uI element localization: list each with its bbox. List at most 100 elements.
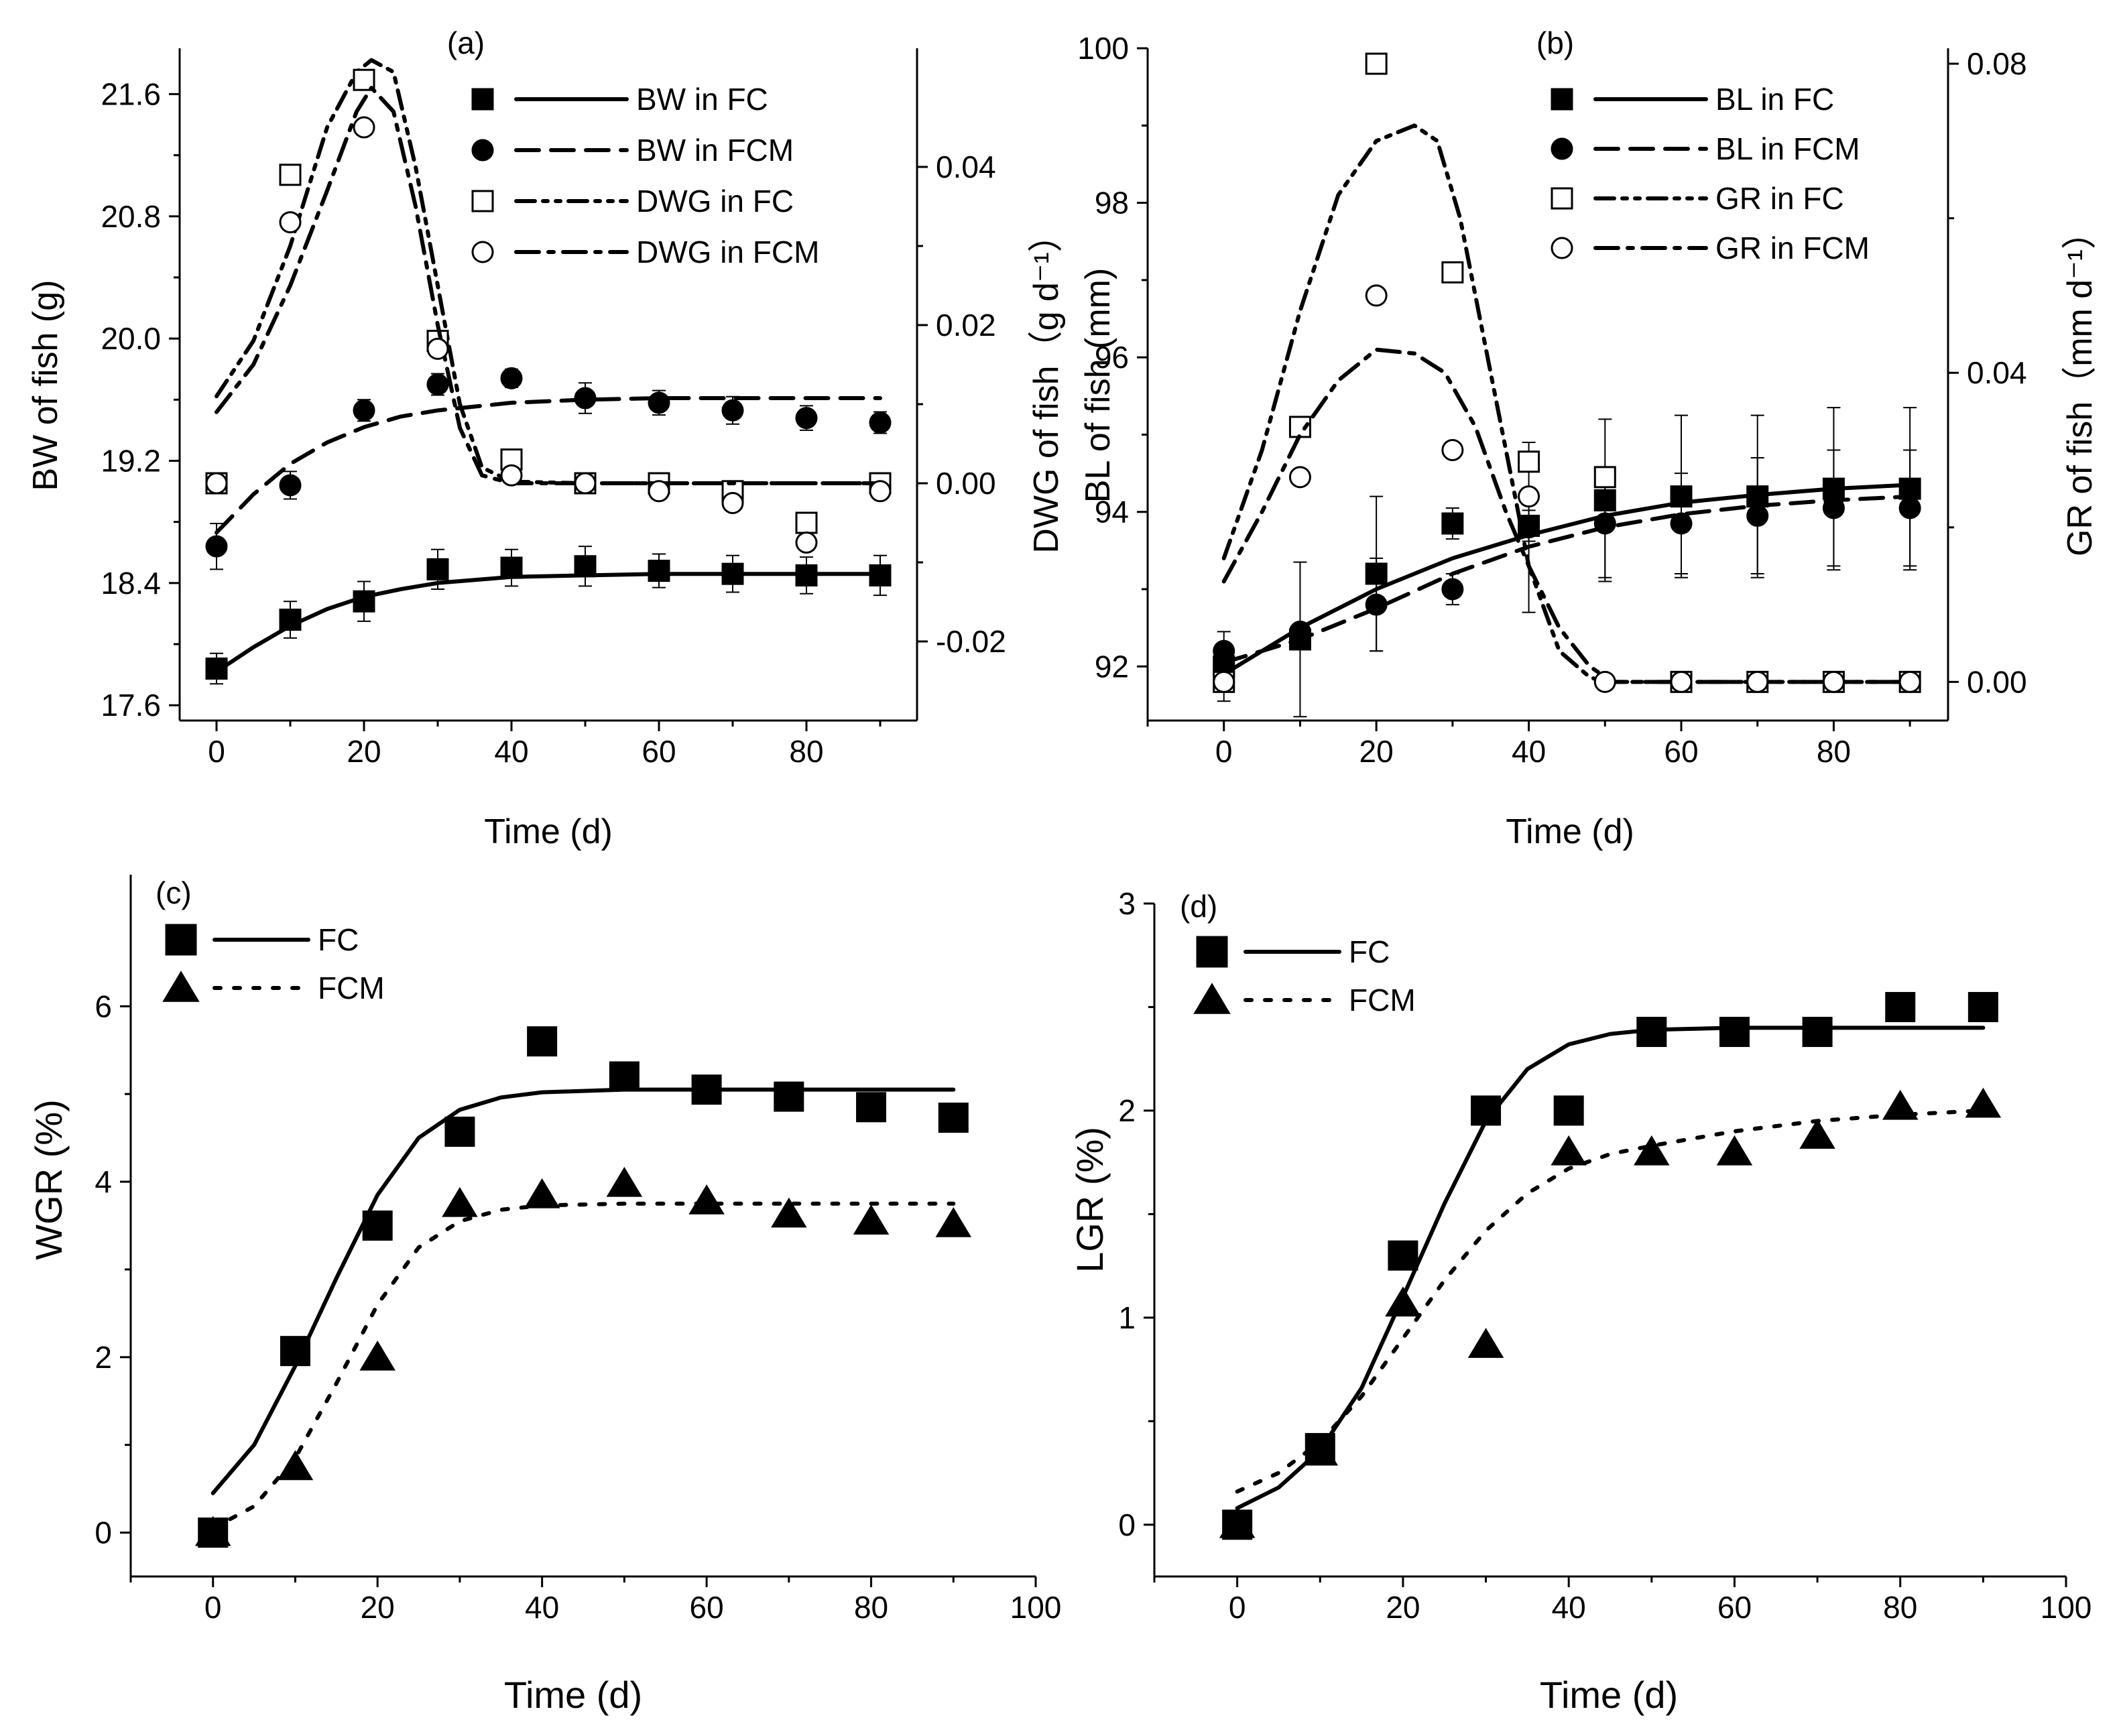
point-bl-in-fcm [1822,497,1845,519]
x-tick-label: 80 [789,734,823,769]
panel-b-ylabel2: GR of fish（mm d⁻¹） [2061,214,2100,556]
point-fc [609,1061,640,1092]
panel-a-ylabel: BW of fish (g) [26,280,65,491]
x-tick-label: 80 [1883,1590,1917,1625]
x-tick-label: 100 [1010,1590,1062,1625]
point-fc [774,1081,804,1112]
x-tick-label: 60 [1664,734,1698,769]
point-dwg-in-fc [279,164,302,186]
legend-label-fcm: FCM [1349,983,1416,1017]
fit-line-gr-in-fc [1221,123,1913,684]
panel-b-label: (b) [1536,25,1574,60]
y-tick-label: 20.8 [101,199,161,234]
point-bw-in-fc [795,564,818,586]
panel-c-label: (c) [156,875,192,910]
point-gr-in-fcm [1518,485,1540,508]
point-fcm [359,1340,396,1371]
y2-tick-label: 0.04 [1967,355,2027,390]
point-fc [1471,1095,1502,1126]
legend-label-bl-in-fcm: BL in FCM [1715,131,1860,166]
y-tick-label: 100 [1077,31,1129,66]
point-bw-in-fcm [721,399,744,422]
point-dwg-in-fcm [795,532,818,554]
panel-a: (a) Time (d) BW of fish (g) DWG of fish（… [26,25,1066,851]
panel-b-xlabel: Time (d) [1506,812,1634,851]
point-fcm [194,1515,231,1546]
y-tick-label: 2 [1118,1093,1136,1128]
x-tick-label: 60 [642,734,676,769]
x-tick-label: 20 [1359,734,1394,769]
legend-marker-fcm [162,971,200,1002]
x-tick-label: 0 [1215,734,1233,769]
y-tick-label: 94 [1095,495,1129,530]
y-tick-label: 4 [95,1164,112,1199]
point-bw-in-fcm [353,399,375,422]
legend-label-fc: FC [318,922,359,957]
y2-tick-label: 0.08 [1967,46,2027,81]
legend-marker-gr-in-fc [1551,187,1573,210]
x-tick-label: 40 [1512,734,1546,769]
y2-tick-label: 0.04 [936,149,996,184]
panel-d-label: (d) [1180,889,1217,924]
panel-a-label: (a) [447,25,485,60]
point-fcm [853,1204,890,1235]
y2-tick-label: -0.02 [936,624,1006,659]
point-bl-in-fcm [1670,512,1693,535]
point-dwg-in-fcm [721,492,744,514]
x-tick-label: 100 [2041,1590,2092,1625]
y-tick-label: 0 [1118,1507,1136,1542]
panel-c-ylabel: WGR (%) [27,1099,70,1260]
point-bl-in-fc [1441,512,1464,535]
legend-label-bw-in-fc: BW in FC [636,82,768,117]
y-tick-label: 0 [95,1515,112,1550]
point-bl-in-fcm [1365,593,1388,616]
point-gr-in-fcm [1746,670,1769,693]
x-tick-label: 0 [204,1590,222,1625]
point-fc [1719,1017,1750,1048]
point-fc [280,1336,310,1367]
legend-marker-fcm [1193,983,1231,1014]
point-fcm [1467,1328,1504,1358]
y2-tick-label: 0.02 [936,308,996,343]
fit-line-bl-in-fc [1221,483,1913,676]
point-fc [362,1211,393,1241]
point-bw-in-fcm [869,411,892,434]
y-tick-label: 98 [1095,186,1129,221]
x-tick-label: 40 [1552,1590,1586,1625]
y-tick-label: 3 [1118,886,1136,921]
legend-marker-dwg-in-fc [471,190,494,212]
legend-label-bl-in-fc: BL in FC [1715,82,1834,117]
point-fcm [442,1186,478,1217]
point-dwg-in-fcm [426,337,449,360]
x-tick-label: 20 [361,1590,395,1625]
point-gr-in-fc [1593,466,1616,489]
point-fcm [524,1178,560,1208]
legend-label-gr-in-fcm: GR in FCM [1715,231,1870,265]
point-gr-in-fcm [1898,670,1921,693]
point-dwg-in-fcm [869,480,892,503]
point-fcm [771,1197,807,1228]
x-tick-label: 60 [690,1590,724,1625]
legend-label-bw-in-fcm: BW in FCM [636,133,794,168]
panel-d: (d) Time (d) LGR (%) 0 20 40 60 80 100 0 1 2 3 FC F… [1069,886,2092,1716]
point-bw-in-fc [353,590,375,613]
legend-marker-dwg-in-fcm [471,241,494,263]
point-bw-in-fcm [426,373,449,395]
point-fcm [1716,1135,1753,1166]
panel-a-ylabel2: DWG of fish（g d⁻¹） [1027,217,1066,553]
point-dwg-in-fcm [353,116,375,139]
point-bl-in-fcm [1593,512,1616,535]
y-tick-label: 21.6 [101,76,161,111]
point-bw-in-fcm [279,474,302,497]
fit-line-dwg-in-fcm [215,86,882,485]
fit-line-bl-in-fcm [1221,494,1913,665]
y-tick-label: 1 [1118,1300,1136,1335]
legend-marker-bw-in-fc [471,88,494,111]
point-gr-in-fc [1441,261,1464,284]
point-dwg-in-fcm [279,211,302,234]
point-fc [938,1103,969,1133]
point-dwg-in-fcm [574,472,597,495]
point-fc [1885,991,1916,1022]
point-dwg-in-fcm [500,464,523,487]
legend-marker-bl-in-fc [1551,88,1573,111]
